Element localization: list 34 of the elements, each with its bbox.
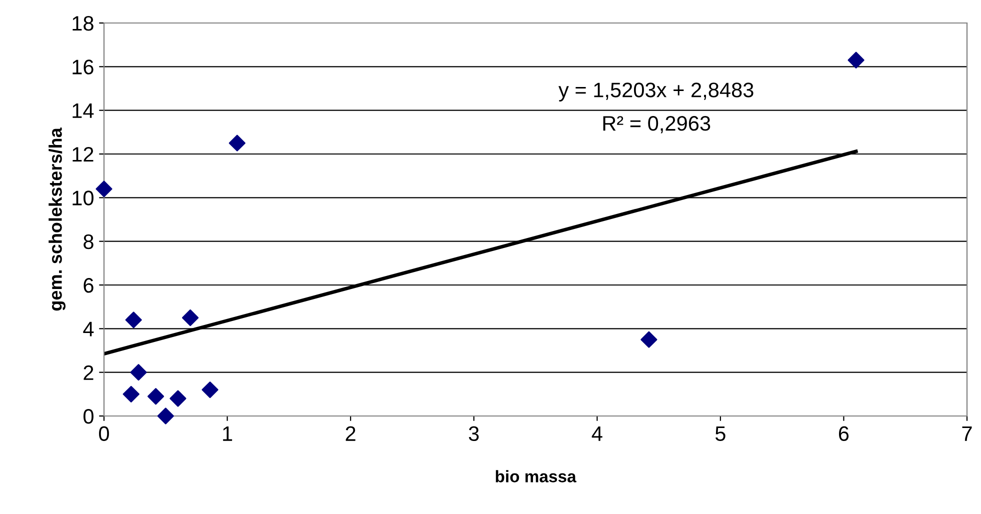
point <box>130 364 147 381</box>
point <box>96 180 112 198</box>
y-tick-label: 14 <box>72 104 94 118</box>
point <box>640 331 658 348</box>
point <box>182 309 199 326</box>
x-tick-label: 5 <box>715 426 726 442</box>
point <box>848 52 864 68</box>
y-tick-label: 4 <box>83 322 94 336</box>
x-tick-label: 3 <box>468 426 479 442</box>
point <box>125 312 142 328</box>
y-axis-title: gem. scholeksters/ha <box>48 128 66 311</box>
point <box>202 382 218 398</box>
point <box>157 408 174 424</box>
y-tick-label: 8 <box>84 234 94 250</box>
x-tick-label: 6 <box>838 426 849 442</box>
x-tick-label: 2 <box>346 426 356 441</box>
x-tick-label: 7 <box>962 426 972 441</box>
annotation: R² = 0,2963 <box>603 116 710 134</box>
y-tick-label: 10 <box>72 190 94 206</box>
y-tick-label: 2 <box>84 365 94 380</box>
y-tick-label: 12 <box>72 147 94 162</box>
point <box>147 388 164 405</box>
x-tick-label: 1 <box>223 426 232 441</box>
point <box>228 134 246 152</box>
x-tick-label: 4 <box>592 426 602 441</box>
y-tick-label: 0 <box>84 409 94 424</box>
annotation: y = 1,5203x + 2,8483 <box>558 82 754 102</box>
x-tick-label: 0 <box>99 426 109 442</box>
point <box>170 390 186 407</box>
y-tick-label: 16 <box>72 60 94 74</box>
y-tick-label: 6 <box>84 278 94 293</box>
x-axis-title: bio massa <box>496 470 576 482</box>
y-tick-label: 18 <box>72 16 94 31</box>
point <box>122 386 140 402</box>
